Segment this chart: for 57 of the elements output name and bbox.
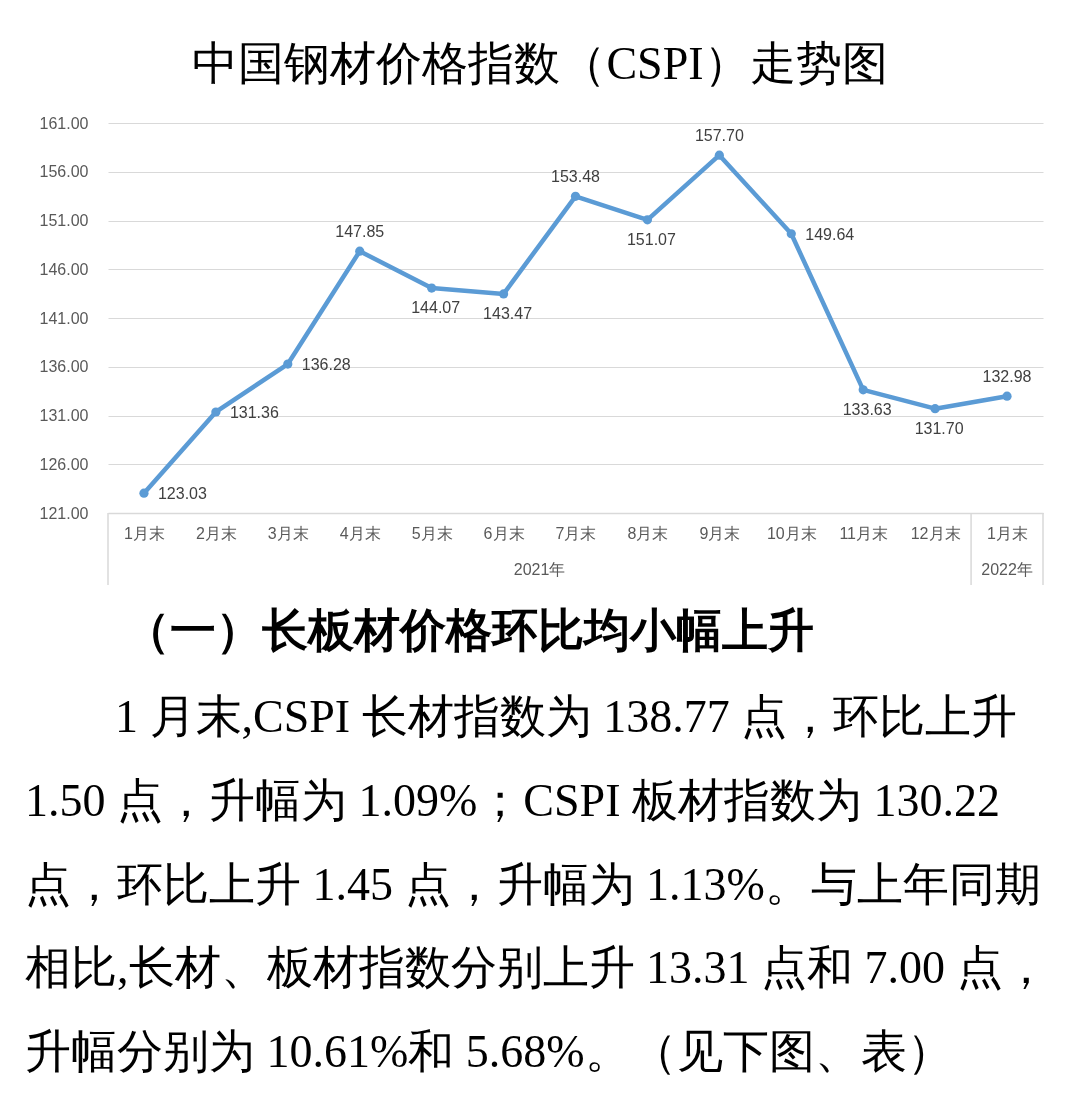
y-tick-label: 131.00 (39, 407, 89, 424)
text: （一）长板材价格环比均小幅上升 (124, 605, 814, 656)
point (642, 215, 653, 225)
point (355, 246, 365, 256)
x-tick-label: 7月末 (555, 524, 597, 542)
data-label: 133.63 (842, 400, 892, 418)
x-tick-label: 4月末 (339, 524, 381, 542)
text: 2022年 (981, 561, 1033, 578)
y-tick-label: 146.00 (39, 260, 89, 278)
data-label: 123.03 (157, 485, 207, 503)
point (211, 407, 221, 417)
x-tick-label: 8月末 (627, 524, 669, 542)
point (930, 404, 940, 414)
x-tick-label: 1月末 (987, 524, 1028, 542)
x-tick-label: 1月末 (124, 524, 165, 542)
data-label: 149.64 (805, 225, 855, 243)
x-tick-label: 6月末 (483, 524, 525, 542)
point (427, 283, 437, 293)
data-label: 131.70 (914, 419, 964, 437)
text: 2021年 (513, 561, 566, 578)
y-tick-label: 156.00 (39, 163, 89, 181)
x-tick-label: 11月末 (839, 524, 888, 542)
y-tick-label: 141.00 (39, 309, 89, 327)
data-label: 132.98 (982, 368, 1032, 386)
y-tick-label: 136.00 (39, 358, 89, 376)
point (283, 359, 293, 369)
point (570, 191, 581, 201)
x-tick-label: 5月末 (411, 524, 453, 542)
data-label: 136.28 (301, 356, 351, 374)
data-label: 151.07 (626, 230, 676, 248)
data-label: 157.70 (694, 127, 744, 145)
data-label: 131.36 (229, 403, 279, 421)
text: 相比,长材、板材指数分别上升 13.31 点和 7.00 点， (25, 942, 1049, 994)
data-label: 153.48 (551, 168, 601, 186)
x-tick-label: 2月末 (195, 524, 237, 542)
point (498, 289, 509, 299)
point (1002, 391, 1012, 401)
x-tick-label: 12月末 (910, 524, 961, 542)
data-label: 144.07 (411, 299, 461, 317)
point (714, 150, 724, 160)
y-tick-label: 126.00 (39, 455, 89, 473)
text: 升幅分别为 10.61%和 5.68%。（见下图、表） (25, 1026, 953, 1078)
chart-title: 中国钢材价格指数（CSPI）走势图 (192, 38, 888, 89)
y-tick-label: 161.00 (39, 114, 89, 132)
point (139, 488, 149, 498)
text: 1.50 点，升幅为 1.09%；CSPI 板材指数为 130.22 (25, 774, 1000, 826)
data-label: 147.85 (335, 223, 385, 241)
point (786, 229, 796, 239)
x-tick-label: 10月末 (766, 524, 817, 542)
x-tick-label: 9月末 (699, 524, 741, 542)
x-tick-label: 3月末 (267, 524, 309, 542)
text: 点，环比上升 1.45 点，升幅为 1.13%。与上年同期 (25, 858, 1041, 910)
text: 1 月末,CSPI 长材指数为 138.77 点，环比上升 (115, 691, 1018, 742)
point (858, 385, 868, 395)
y-tick-label: 121.00 (39, 504, 89, 522)
data-label: 143.47 (483, 304, 533, 322)
y-tick-label: 151.00 (39, 212, 89, 229)
